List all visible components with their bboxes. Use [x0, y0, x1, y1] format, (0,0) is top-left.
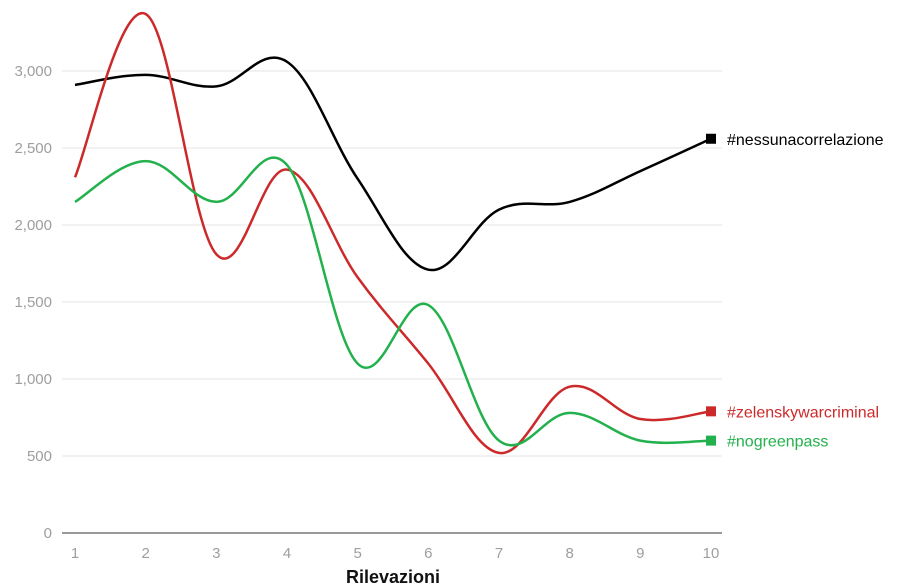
y-tick-label: 0 [44, 525, 52, 542]
y-tick-label: 1,500 [14, 294, 52, 311]
series-line-nessunacorrelazione [74, 56, 712, 272]
gridlines [62, 70, 722, 457]
series-label-nessunacorrelazione: #nessunacorrelazione [727, 132, 884, 149]
x-tick-label: 2 [141, 545, 149, 562]
x-tick-label: 10 [703, 545, 720, 562]
y-tick-label: 500 [27, 448, 52, 465]
series-lines [73, 12, 712, 455]
x-tick-label: 4 [283, 545, 291, 562]
y-tick-label: 3,000 [14, 63, 52, 80]
x-axis-title: Rilevazioni [346, 567, 440, 587]
x-tick-label: 3 [212, 545, 220, 562]
x-tick-label: 1 [71, 545, 79, 562]
y-tick-label: 2,000 [14, 217, 52, 234]
y-tick-label: 1,000 [14, 371, 52, 388]
y-axis-ticks: 0 500 1,000 1,500 2,000 2,500 3,000 [14, 63, 52, 542]
x-axis-ticks: 1 2 3 4 5 6 7 8 9 10 [71, 545, 720, 562]
x-tick-label: 6 [424, 545, 432, 562]
y-tick-label: 2,500 [14, 140, 52, 157]
series-label-nogreenpass: #nogreenpass [727, 434, 828, 451]
series-end-marker-zelenskywarcriminal [706, 406, 716, 417]
x-tick-label: 5 [353, 545, 361, 562]
x-tick-label: 8 [565, 545, 573, 562]
series-label-zelenskywarcriminal: #zelenskywarcriminal [727, 404, 879, 421]
series-end-marker-nessunacorrelazione [706, 133, 716, 144]
series-line-nogreenpass [74, 156, 712, 447]
x-tick-label: 7 [495, 545, 503, 562]
series-line-zelenskywarcriminal [73, 12, 712, 455]
series-end-marker-nogreenpass [706, 435, 716, 446]
x-tick-label: 9 [636, 545, 644, 562]
series-end-labels: #nessunacorrelazione #zelenskywarcriminal… [706, 132, 884, 451]
